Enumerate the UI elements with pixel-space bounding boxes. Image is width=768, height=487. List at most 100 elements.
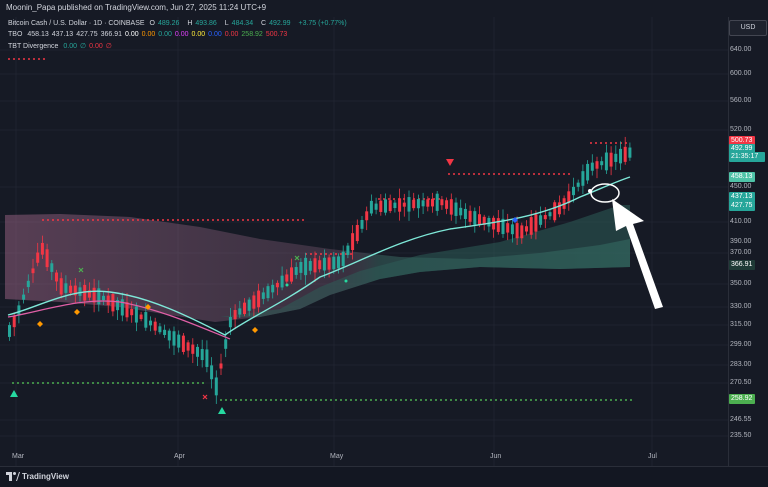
brand-name: TradingView (22, 472, 69, 481)
divergence-value: ∅ (80, 43, 87, 50)
price-tick-label: 390.00 (730, 238, 752, 245)
price-tag: 500.73 (729, 136, 755, 146)
candle-body (247, 299, 251, 311)
candle-body (92, 287, 96, 303)
candle-body (435, 193, 439, 211)
candle-body (200, 349, 204, 361)
candle-body (553, 202, 557, 221)
dot-marker-icon (285, 283, 289, 287)
candle-body (543, 215, 547, 220)
currency-button[interactable]: USD (729, 20, 767, 36)
candle-body (210, 365, 214, 380)
candle-body (78, 287, 82, 296)
candle-body (445, 200, 449, 209)
candle-body (604, 152, 608, 171)
buy-signal-icon (218, 407, 226, 414)
price-tag: 258.92 (729, 394, 755, 404)
candle-body (73, 285, 77, 296)
candle-body (623, 146, 627, 162)
annotation-arrow-icon (612, 199, 663, 309)
candle-body (327, 257, 331, 270)
price-chart[interactable] (0, 17, 728, 466)
candle-body (496, 218, 500, 232)
candle-body (351, 233, 355, 251)
candle-body (271, 284, 275, 293)
candle-body (275, 282, 279, 288)
candle-body (308, 261, 312, 271)
candle-body (459, 207, 463, 216)
diamond-marker-icon (74, 309, 80, 315)
candle-body (421, 200, 425, 207)
candle-body (379, 200, 383, 212)
candle-body (120, 299, 124, 316)
publisher-line: Moonin_Papa published on TradingView.com… (6, 3, 267, 12)
candle-body (515, 223, 519, 239)
divergence-legend[interactable]: TBT Divergence 0.00 ∅ 0.00 ∅ (8, 42, 115, 50)
candle-body (614, 153, 618, 162)
diamond-marker-icon (37, 321, 43, 327)
price-tick-label: 235.50 (730, 432, 752, 439)
symbol-legend[interactable]: Bitcoin Cash / U.S. Dollar · 1D · COINBA… (8, 20, 350, 27)
tbo-value: 366.91 (100, 31, 123, 38)
candle-body (36, 252, 40, 263)
candle-body (369, 200, 373, 214)
divergence-value: 0.00 (63, 43, 78, 50)
candle-body (45, 249, 49, 268)
tbo-legend[interactable]: TBO 458.13 437.13 427.75 366.91 0.00 0.00 0.00… (8, 31, 290, 38)
tbo-value: 427.75 (76, 31, 98, 38)
time-axis[interactable] (0, 448, 728, 466)
candle-body (257, 290, 261, 308)
price-tick-label: 410.00 (730, 218, 752, 225)
candle-body (158, 326, 162, 333)
candle-body (50, 263, 54, 272)
tbo-value: 0.00 (141, 31, 156, 38)
top-bar: Moonin_Papa published on TradingView.com… (0, 0, 768, 17)
divergence-value: 0.00 (89, 43, 103, 50)
tbo-value: 437.13 (51, 31, 74, 38)
candle-body (130, 309, 134, 316)
candle-body (181, 335, 185, 352)
candle-body (510, 224, 514, 235)
candle-body (468, 210, 472, 222)
tradingview-logo-icon[interactable] (6, 472, 20, 481)
candle-body (205, 349, 209, 367)
tbo-value: 0.00 (208, 31, 222, 38)
tbo-label: TBO (8, 31, 23, 38)
price-tick-label: 600.00 (730, 70, 752, 77)
candle-body (619, 148, 622, 164)
candle-body (22, 294, 26, 300)
highlight-dot (588, 189, 592, 193)
candle-body (191, 344, 195, 354)
candle-body (431, 198, 434, 207)
candle-body (186, 342, 190, 351)
price-tick-label: 520.00 (730, 126, 752, 133)
price-tick-label: 560.00 (730, 97, 752, 104)
candle-body (487, 217, 491, 227)
candle-body (69, 285, 73, 293)
candle-body (374, 203, 378, 210)
candle-body (365, 211, 369, 221)
candle-body (299, 262, 303, 273)
candle-body (233, 310, 237, 320)
price-tag: 492.99 (729, 144, 755, 154)
candle-body (238, 308, 242, 315)
price-tick-label: 640.00 (730, 46, 752, 53)
candle-body (609, 152, 613, 167)
candle-body (412, 199, 416, 209)
price-axis[interactable] (728, 17, 768, 466)
candle-body (346, 245, 350, 255)
candle-body (153, 321, 157, 331)
candle-body (26, 280, 30, 288)
candle-body (520, 225, 524, 239)
candle-body (407, 197, 411, 212)
candle-body (12, 316, 16, 328)
price-tick-label: 450.00 (730, 183, 752, 190)
candle-body (548, 212, 552, 217)
candle-body (463, 208, 467, 219)
time-label: May (330, 453, 344, 460)
candle-body (332, 256, 336, 270)
candle-body (454, 202, 458, 216)
candle-body (360, 220, 364, 229)
candle-body (567, 191, 571, 204)
candle-body (473, 211, 477, 225)
